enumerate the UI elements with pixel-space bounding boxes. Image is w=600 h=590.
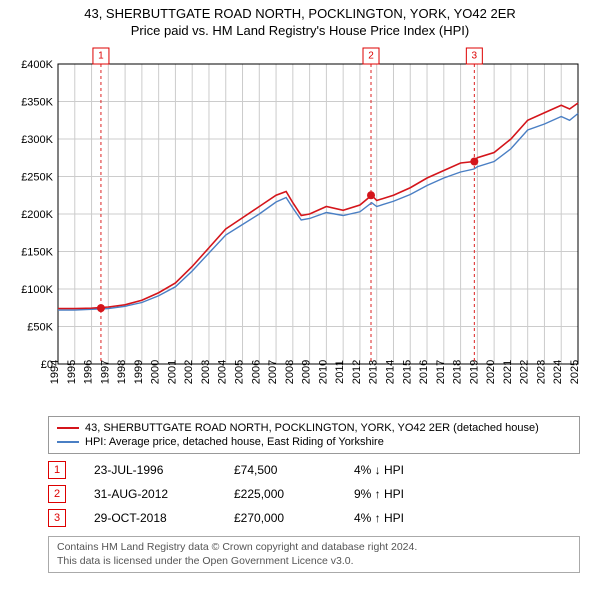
svg-text:£300K: £300K <box>21 134 53 146</box>
sale-marker: 2 <box>48 485 66 503</box>
svg-text:2014: 2014 <box>384 360 396 384</box>
title-line-1: 43, SHERBUTTGATE ROAD NORTH, POCKLINGTON… <box>10 6 590 21</box>
sales-table: 1 23-JUL-1996 £74,500 4% ↓ HPI 2 31-AUG-… <box>48 458 580 530</box>
legend-label: HPI: Average price, detached house, East… <box>85 436 384 448</box>
legend-label: 43, SHERBUTTGATE ROAD NORTH, POCKLINGTON… <box>85 422 539 434</box>
svg-text:£50K: £50K <box>27 322 53 334</box>
svg-text:£150K: £150K <box>21 247 53 259</box>
sale-diff: 4% ↑ HPI <box>354 511 474 525</box>
svg-text:2012: 2012 <box>351 360 363 384</box>
svg-text:2006: 2006 <box>250 360 262 384</box>
svg-text:1998: 1998 <box>116 360 128 384</box>
sale-marker: 3 <box>48 509 66 527</box>
chart-title: 43, SHERBUTTGATE ROAD NORTH, POCKLINGTON… <box>0 0 600 40</box>
svg-text:2009: 2009 <box>301 360 313 384</box>
table-row: 1 23-JUL-1996 £74,500 4% ↓ HPI <box>48 458 580 482</box>
legend: 43, SHERBUTTGATE ROAD NORTH, POCKLINGTON… <box>48 416 580 454</box>
svg-text:3: 3 <box>472 51 478 62</box>
sale-date: 29-OCT-2018 <box>94 511 234 525</box>
legend-item: HPI: Average price, detached house, East… <box>57 435 571 449</box>
line-chart: £0£50K£100K£150K£200K£250K£300K£350K£400… <box>10 40 590 410</box>
svg-text:2015: 2015 <box>401 360 413 384</box>
svg-text:2022: 2022 <box>519 360 531 384</box>
sale-price: £270,000 <box>234 511 354 525</box>
sale-date: 23-JUL-1996 <box>94 463 234 477</box>
svg-text:1995: 1995 <box>66 360 78 384</box>
page: 43, SHERBUTTGATE ROAD NORTH, POCKLINGTON… <box>0 0 600 573</box>
legend-swatch <box>57 427 79 429</box>
legend-swatch <box>57 441 79 443</box>
svg-text:2017: 2017 <box>435 360 447 384</box>
svg-text:2019: 2019 <box>468 360 480 384</box>
svg-text:1996: 1996 <box>83 360 95 384</box>
svg-text:1: 1 <box>98 51 104 62</box>
sale-price: £225,000 <box>234 487 354 501</box>
svg-text:2018: 2018 <box>452 360 464 384</box>
attribution: Contains HM Land Registry data © Crown c… <box>48 536 580 573</box>
sale-date: 31-AUG-2012 <box>94 487 234 501</box>
svg-text:2007: 2007 <box>267 360 279 384</box>
svg-text:£100K: £100K <box>21 284 53 296</box>
svg-text:2: 2 <box>368 51 374 62</box>
chart-area: £0£50K£100K£150K£200K£250K£300K£350K£400… <box>10 40 590 410</box>
sale-marker: 1 <box>48 461 66 479</box>
svg-text:1994: 1994 <box>49 360 61 384</box>
svg-text:2020: 2020 <box>485 360 497 384</box>
table-row: 2 31-AUG-2012 £225,000 9% ↑ HPI <box>48 482 580 506</box>
svg-text:2005: 2005 <box>234 360 246 384</box>
svg-text:2010: 2010 <box>317 360 329 384</box>
svg-text:2008: 2008 <box>284 360 296 384</box>
svg-text:1997: 1997 <box>99 360 111 384</box>
legend-item: 43, SHERBUTTGATE ROAD NORTH, POCKLINGTON… <box>57 421 571 435</box>
title-line-2: Price paid vs. HM Land Registry's House … <box>10 23 590 38</box>
svg-text:2025: 2025 <box>569 360 581 384</box>
footer-line-1: Contains HM Land Registry data © Crown c… <box>57 541 571 555</box>
svg-text:2000: 2000 <box>150 360 162 384</box>
sale-diff: 4% ↓ HPI <box>354 463 474 477</box>
svg-text:£200K: £200K <box>21 209 53 221</box>
svg-text:1999: 1999 <box>133 360 145 384</box>
footer-line-2: This data is licensed under the Open Gov… <box>57 555 571 569</box>
table-row: 3 29-OCT-2018 £270,000 4% ↑ HPI <box>48 506 580 530</box>
svg-text:2016: 2016 <box>418 360 430 384</box>
sale-diff: 9% ↑ HPI <box>354 487 474 501</box>
svg-text:2021: 2021 <box>502 360 514 384</box>
svg-text:£250K: £250K <box>21 172 53 184</box>
svg-text:2023: 2023 <box>535 360 547 384</box>
svg-text:2003: 2003 <box>200 360 212 384</box>
svg-text:2024: 2024 <box>552 360 564 384</box>
sale-price: £74,500 <box>234 463 354 477</box>
svg-text:£400K: £400K <box>21 59 53 71</box>
svg-text:2013: 2013 <box>368 360 380 384</box>
svg-text:2002: 2002 <box>183 360 195 384</box>
svg-text:2001: 2001 <box>166 360 178 384</box>
svg-text:£350K: £350K <box>21 97 53 109</box>
svg-text:2004: 2004 <box>217 360 229 384</box>
